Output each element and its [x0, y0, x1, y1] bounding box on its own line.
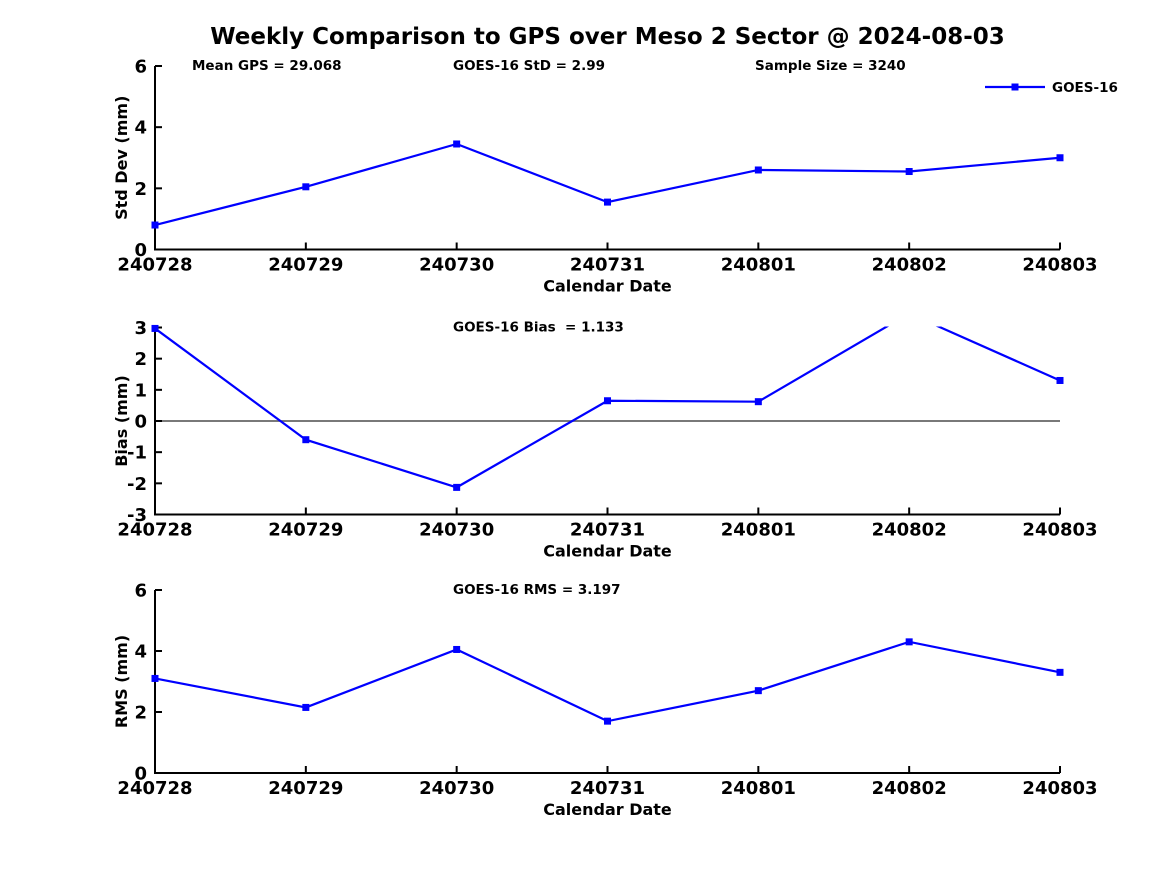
- x-tick-label: 240801: [721, 255, 796, 276]
- rms-data-marker: [151, 674, 159, 682]
- y-tick-label: 2: [134, 703, 147, 724]
- x-tick-label: 240729: [268, 778, 343, 799]
- annotation: GOES-16 Bias = 1.133: [453, 320, 624, 336]
- std-dev-data-marker: [302, 183, 310, 191]
- y-tick-label: 6: [134, 57, 147, 78]
- std-dev-data-marker: [1056, 154, 1064, 162]
- x-tick-label: 240802: [872, 520, 947, 541]
- bias-data-marker: [1056, 376, 1064, 384]
- subplot-std-dev: 0 2 4 6 240728 240729 240730 240731 240801 240802…: [112, 57, 1118, 296]
- std-dev-data-marker: [754, 166, 762, 174]
- x-tick-label: 240729: [268, 255, 343, 276]
- x-tick-label: 240730: [419, 255, 494, 276]
- y-tick-label: 0: [134, 412, 147, 433]
- legend-label: GOES-16: [1052, 80, 1118, 96]
- rms-data-marker: [754, 687, 762, 695]
- x-tick-label: 240731: [570, 255, 645, 276]
- y-tick-label: 4: [134, 118, 147, 139]
- y-axis-label: Std Dev (mm): [112, 96, 131, 220]
- y-tick-label: 3: [134, 318, 147, 339]
- bias-data-marker: [604, 397, 611, 405]
- std-dev-series-line: [154, 142, 1061, 227]
- x-tick-label: 240802: [872, 255, 947, 276]
- rms-series-line: [154, 640, 1061, 723]
- y-tick-label: 2: [134, 179, 147, 200]
- rms-data-marker: [1056, 668, 1064, 676]
- y-tick-label: 6: [134, 581, 147, 602]
- y-tick-label: -1: [127, 443, 147, 464]
- bias-data-marker: [754, 398, 762, 406]
- y-tick-label: 2: [134, 349, 147, 370]
- bias-data-marker: [302, 436, 310, 444]
- figure-title: Weekly Comparison to GPS over Meso 2 Sec…: [210, 24, 1005, 50]
- y-tick-label: 0: [134, 240, 147, 261]
- bias-data-marker: [453, 483, 461, 491]
- x-tick-label: 240731: [570, 778, 645, 799]
- annotation: GOES-16 RMS = 3.197: [453, 582, 621, 598]
- x-tick-label: 240728: [117, 255, 192, 276]
- x-tick-label: 240803: [1022, 255, 1097, 276]
- legend-marker: [1011, 83, 1019, 91]
- x-tick-label: 240801: [721, 520, 796, 541]
- subplot-bias: -3 -2 -1 0 1 2 3 240728 240729 240730 240731 240801…: [112, 318, 1098, 561]
- annotation: Sample Size = 3240: [755, 58, 906, 74]
- y-tick-label: 4: [134, 642, 147, 663]
- x-axis-label: Calendar Date: [543, 277, 672, 296]
- std-dev-data-marker: [905, 168, 913, 176]
- x-tick-label: 240728: [117, 778, 192, 799]
- rms-data-marker: [453, 645, 461, 653]
- y-axis-label: RMS (mm): [112, 635, 131, 728]
- std-dev-data-marker: [453, 140, 461, 148]
- y-tick-label: 0: [134, 764, 147, 785]
- bias-data-marker: [151, 324, 159, 332]
- subplot-rms: 0 2 4 6 240728 240729 240730 240731 240801 240802…: [112, 581, 1098, 820]
- x-tick-label: 240803: [1022, 778, 1097, 799]
- y-tick-label: -2: [127, 474, 147, 495]
- x-tick-label: 240802: [872, 778, 947, 799]
- rms-data-marker: [302, 703, 310, 711]
- std-dev-data-marker: [151, 221, 159, 229]
- x-tick-label: 240730: [419, 778, 494, 799]
- annotation: Mean GPS = 29.068: [192, 58, 342, 74]
- y-tick-label: 1: [134, 380, 147, 401]
- rms-data-marker: [905, 638, 913, 646]
- x-tick-label: 240730: [419, 520, 494, 541]
- x-tick-label: 240731: [570, 520, 645, 541]
- x-axis-label: Calendar Date: [543, 542, 672, 561]
- x-tick-label: 240803: [1022, 520, 1097, 541]
- std-dev-data-marker: [604, 198, 611, 206]
- x-axis-label: Calendar Date: [543, 800, 672, 819]
- y-tick-label: -3: [127, 505, 147, 526]
- x-tick-label: 240729: [268, 520, 343, 541]
- annotation: GOES-16 StD = 2.99: [453, 58, 605, 74]
- x-tick-label: 240801: [721, 778, 796, 799]
- y-axis-label: Bias (mm): [112, 375, 131, 467]
- x-tick-label: 240728: [117, 520, 192, 541]
- rms-data-marker: [604, 717, 611, 725]
